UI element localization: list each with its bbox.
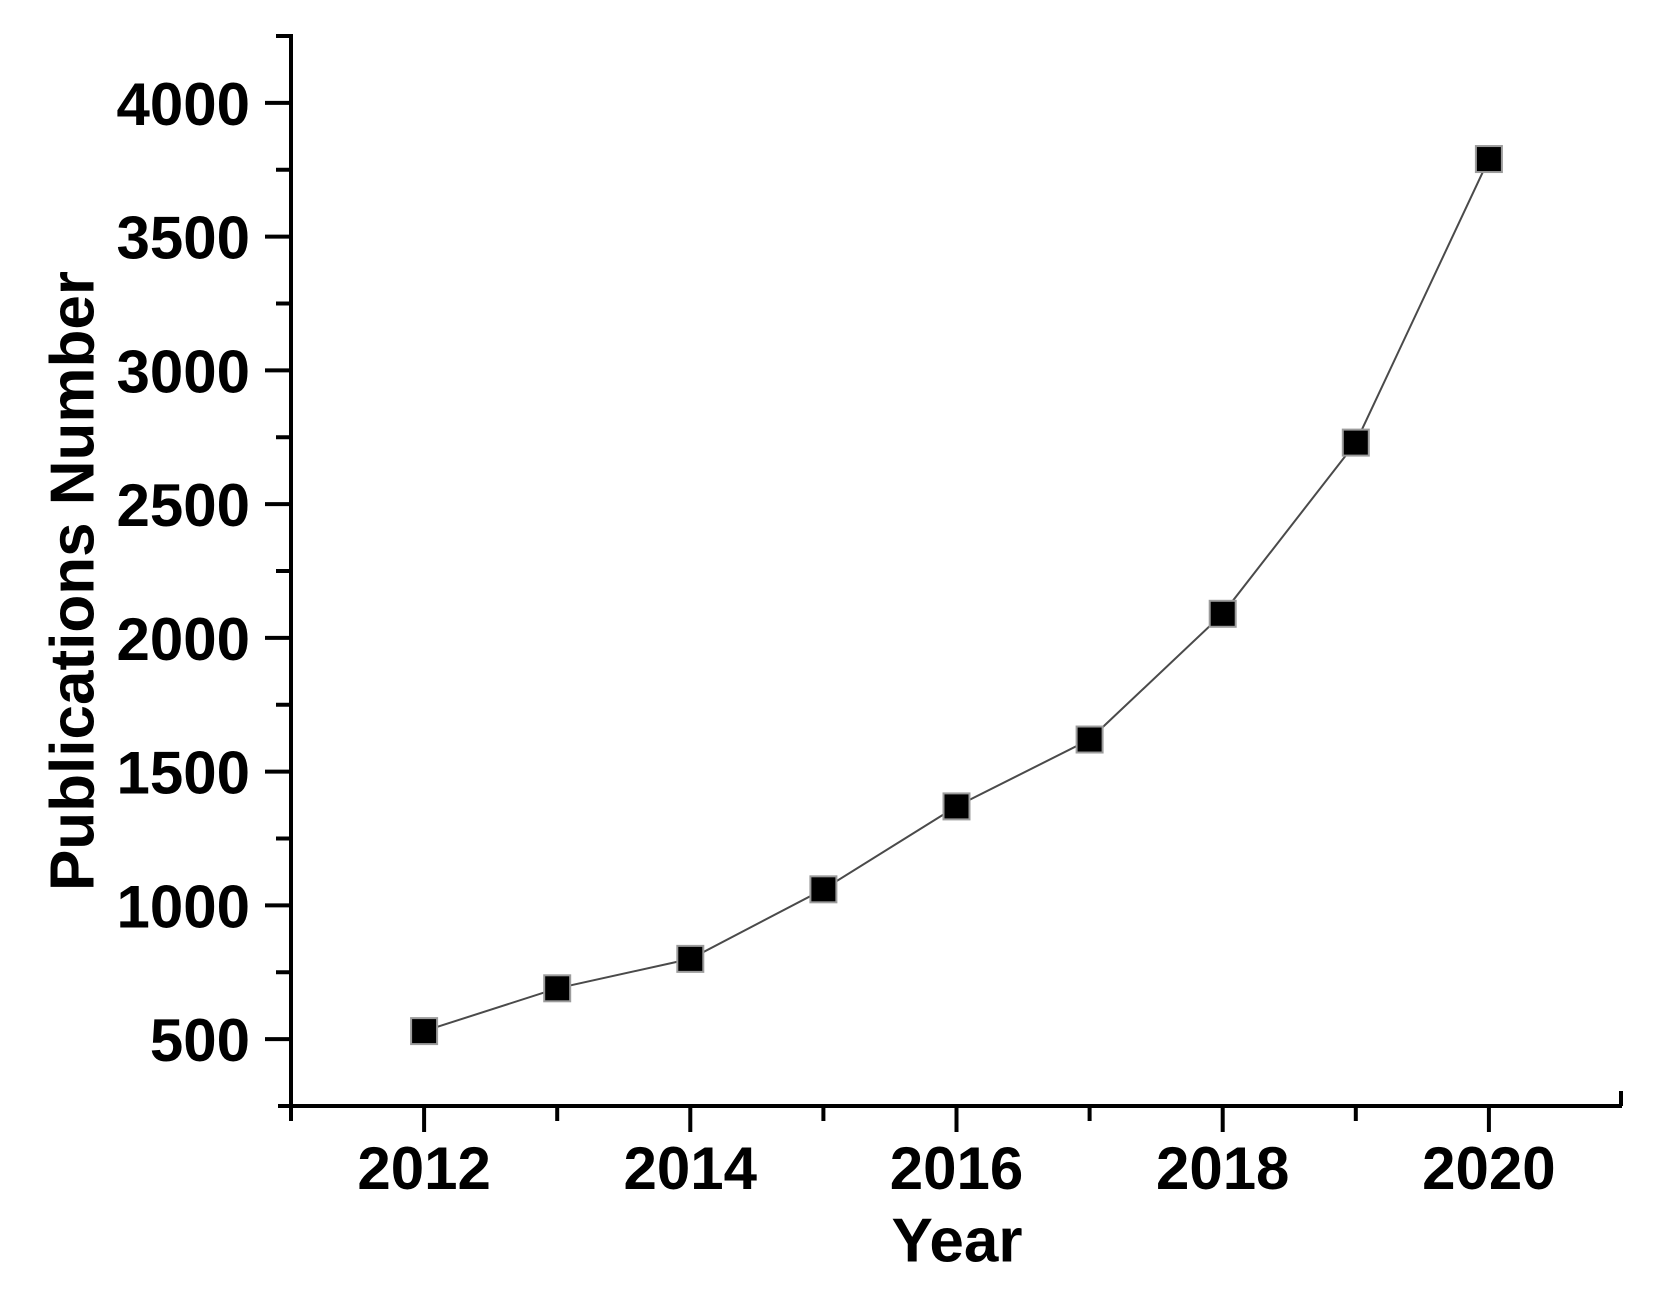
- y-axis-title: Publications Number: [38, 270, 108, 892]
- data-point-2017: [1075, 725, 1104, 754]
- data-point-2015: [809, 875, 838, 904]
- y-tick-label-4000: 4000: [117, 71, 250, 138]
- trend-line: [423, 158, 1490, 1033]
- y-tick-label-1500: 1500: [117, 740, 250, 807]
- x-axis-title: Year: [891, 1206, 1023, 1276]
- y-tick-label-500: 500: [150, 1007, 250, 1074]
- data-point-2012: [410, 1017, 439, 1046]
- data-point-2013: [543, 974, 572, 1003]
- x-tick-label-2012: 2012: [357, 1135, 490, 1202]
- y-tick-label-3000: 3000: [117, 338, 250, 405]
- x-tick-label-2014: 2014: [624, 1135, 758, 1202]
- x-tick-label-2020: 2020: [1422, 1135, 1555, 1202]
- y-tick-label-2000: 2000: [117, 606, 250, 673]
- x-tick-label-2016: 2016: [890, 1135, 1023, 1202]
- data-point-2016: [942, 792, 971, 821]
- data-point-2020: [1474, 145, 1503, 174]
- y-tick-label-1000: 1000: [117, 873, 250, 940]
- y-tick-label-3500: 3500: [117, 205, 250, 272]
- data-point-2019: [1341, 428, 1370, 457]
- x-tick-label-2018: 2018: [1156, 1135, 1289, 1202]
- data-point-2018: [1208, 599, 1237, 628]
- y-tick-label-2500: 2500: [117, 472, 250, 539]
- data-point-2014: [676, 944, 705, 973]
